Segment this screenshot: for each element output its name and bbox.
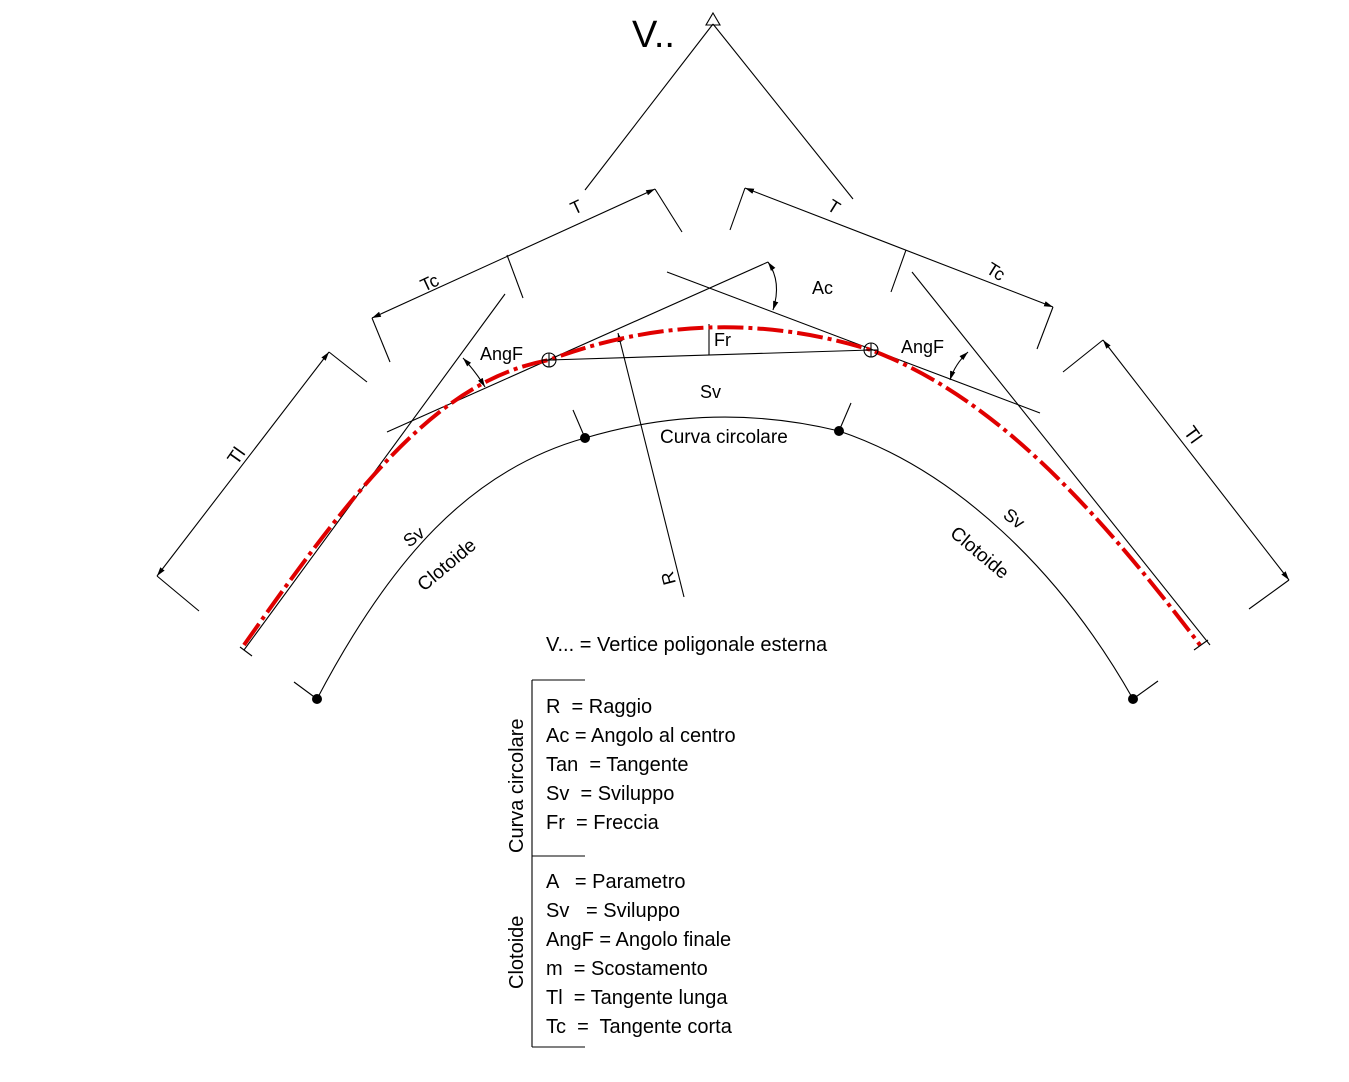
red-axis-curve xyxy=(242,325,1202,647)
radius-line xyxy=(617,332,685,598)
tc-label-left: Tc xyxy=(417,270,442,296)
vertex-triangle-icon xyxy=(705,11,721,26)
angf-arc-right xyxy=(949,351,969,381)
tl-label-left: Tl xyxy=(224,444,250,469)
offset-tick-1 xyxy=(293,681,318,700)
offset-curve xyxy=(316,416,1134,700)
legend-item-sv-clothoid: Sv = Sviluppo xyxy=(546,900,680,922)
legend-bracket xyxy=(531,679,585,1048)
offset-tick-4 xyxy=(1132,680,1159,700)
tangent-line-left xyxy=(386,261,769,433)
legend-item-r: R = Raggio xyxy=(546,696,652,718)
t-label-left: T xyxy=(567,196,585,219)
sv-label-right: Sv xyxy=(1000,504,1029,533)
clotoide-label-left: Clotoide xyxy=(414,535,481,596)
t-label-right: T xyxy=(824,195,844,218)
legend-item-ac: Ac = Angolo al centro xyxy=(546,725,736,747)
legend-item-m: m = Scostamento xyxy=(546,958,708,980)
angf-label-left: AngF xyxy=(480,344,523,364)
ac-angle-arc xyxy=(767,261,779,311)
offset-tick-2 xyxy=(572,409,586,439)
angf-arc-left xyxy=(462,357,486,388)
legend-vertex-def: V... = Vertice poligonale esterna xyxy=(546,634,828,656)
sv-label-center: Sv xyxy=(700,382,721,402)
legend-item-a: A = Parametro xyxy=(546,871,686,893)
ac-label: Ac xyxy=(812,278,833,298)
legend-group-circular: Curva circolare xyxy=(506,719,528,853)
main-tangent-right xyxy=(911,271,1211,646)
t-dimension-right xyxy=(729,187,1054,350)
legend-item-angf: AngF = Angolo finale xyxy=(546,929,731,951)
legend-item-tc: Tc = Tangente corta xyxy=(546,1016,733,1038)
legend-item-sv: Sv = Sviluppo xyxy=(546,783,674,805)
legend-item-tan: Tan = Tangente xyxy=(546,754,689,776)
vertex-label: V.. xyxy=(632,14,675,56)
vertex-right-line xyxy=(712,23,854,200)
chord-line xyxy=(548,349,872,361)
t-dimension-left xyxy=(371,188,683,363)
sv-label-left: Sv xyxy=(399,523,428,552)
legend-group-clothoid: Clotoide xyxy=(506,916,528,989)
tl-dimension-left xyxy=(156,351,368,612)
radius-label: R xyxy=(657,569,680,587)
legend-item-tl: Tl = Tangente lunga xyxy=(546,987,728,1009)
axis-tick-right xyxy=(1193,639,1209,651)
circled-point-right xyxy=(863,342,879,358)
fr-label: Fr xyxy=(714,330,731,350)
tangent-line-right xyxy=(666,271,1041,414)
legend-item-fr: Fr = Freccia xyxy=(546,812,660,834)
offset-tick-3 xyxy=(838,402,852,432)
circled-point-left xyxy=(541,352,557,368)
axis-tick-left xyxy=(239,646,253,657)
vertex-left-line xyxy=(584,23,714,191)
angf-label-right: AngF xyxy=(901,337,944,357)
tl-dimension-right xyxy=(1062,339,1290,610)
curva-circolare-label: Curva circolare xyxy=(660,427,788,448)
